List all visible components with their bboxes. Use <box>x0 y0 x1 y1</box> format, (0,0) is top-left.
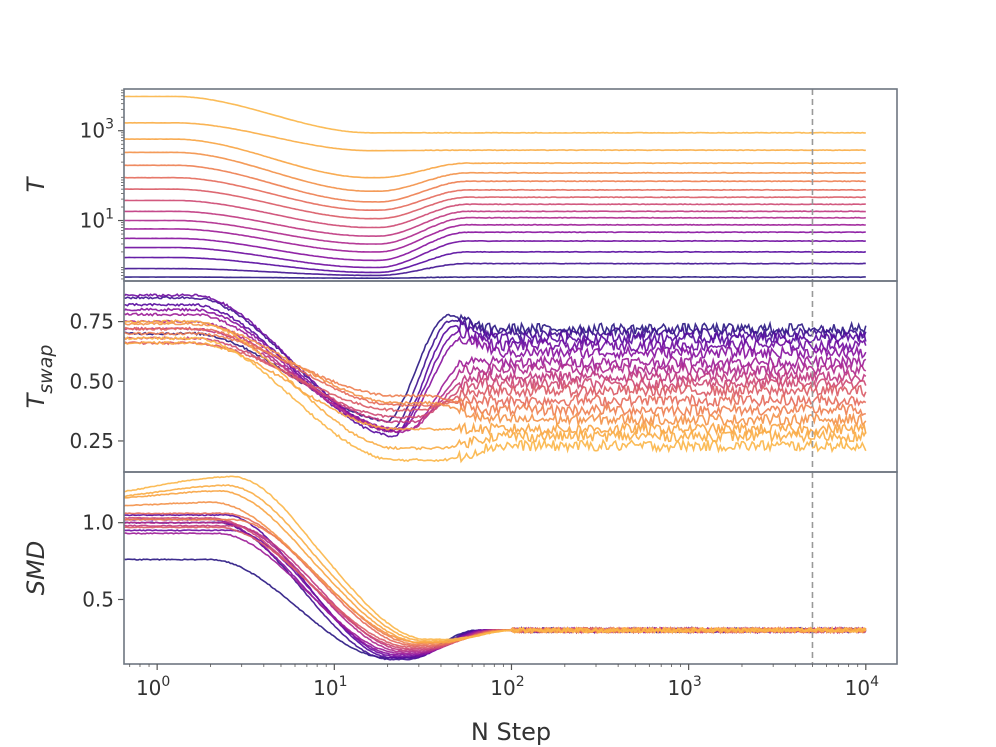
series-line-replica-5 <box>124 307 867 431</box>
x-axis: 100 101 102 103 104 <box>129 664 879 700</box>
series-line-replica-2 <box>124 262 866 277</box>
series-line-replica-15 <box>124 121 866 152</box>
series-line-replica-14 <box>124 138 866 179</box>
series-line-replica-11 <box>124 326 867 411</box>
series-line-replica-2 <box>124 521 867 661</box>
series-line-replica-12 <box>124 518 867 646</box>
x-tick-label: 104 <box>845 674 879 700</box>
y-axis-title: SMD <box>22 541 50 595</box>
y-tick-label: 103 <box>80 117 114 143</box>
series-line-replica-5 <box>124 518 867 656</box>
series-line-replica-1 <box>124 313 867 423</box>
y-tick-label: 0.75 <box>69 310 114 334</box>
y-axis-title: Tswap <box>22 345 57 409</box>
y-tick-label: 0.5 <box>82 587 114 611</box>
panel-swap-temperature: 0.25 0.50 0.75 Tswap <box>22 280 898 473</box>
series-group <box>124 293 867 464</box>
series-line-replica-4 <box>124 293 867 434</box>
x-tick-label: 101 <box>313 674 347 700</box>
panel-temperature: 101 103 T <box>22 88 898 282</box>
series-line-replica-9 <box>124 336 867 420</box>
series-line-replica-12 <box>124 331 867 418</box>
x-tick-label: 103 <box>667 674 701 700</box>
y-tick-label: 1.0 <box>82 511 114 535</box>
x-tick-label: 102 <box>490 674 524 700</box>
series-line-replica-1 <box>124 275 866 280</box>
series-line-replica-10 <box>124 188 867 220</box>
series-group <box>124 475 867 661</box>
series-line-replica-13 <box>124 321 867 428</box>
series-line-replica-5 <box>124 231 866 262</box>
series-line-replica-11 <box>124 512 867 647</box>
y-tick-label: 101 <box>80 207 114 233</box>
series-line-replica-11 <box>124 176 866 212</box>
series-line-replica-7 <box>124 216 866 245</box>
series-line-replica-16 <box>124 336 867 464</box>
series-group <box>124 95 867 280</box>
series-line-replica-6 <box>124 223 866 253</box>
series-line-replica-3 <box>124 250 867 274</box>
series-line-replica-12 <box>124 164 866 203</box>
x-tick-label: 100 <box>136 674 170 700</box>
x-axis-title: N Step <box>471 718 551 746</box>
series-line-replica-6 <box>124 312 867 434</box>
y-tick-label: 0.25 <box>69 429 114 453</box>
series-line-replica-16 <box>124 475 867 641</box>
series-line-replica-3 <box>124 302 867 438</box>
panel-frame <box>123 471 898 665</box>
y-tick-label: 0.50 <box>69 369 114 393</box>
series-line-replica-8 <box>124 210 866 238</box>
series-line-replica-4 <box>124 529 866 658</box>
panel-smd: 0.5 1.0 SMD <box>22 471 898 665</box>
series-line-replica-6 <box>124 532 866 655</box>
series-line-replica-15 <box>124 319 867 451</box>
series-line-replica-10 <box>124 340 867 413</box>
series-line-replica-13 <box>124 151 866 193</box>
y-axis-title: T <box>22 175 50 192</box>
series-line-replica-4 <box>124 239 866 269</box>
series-line-replica-1 <box>124 558 867 660</box>
series-line-replica-9 <box>124 199 866 229</box>
series-line-replica-16 <box>124 95 866 134</box>
